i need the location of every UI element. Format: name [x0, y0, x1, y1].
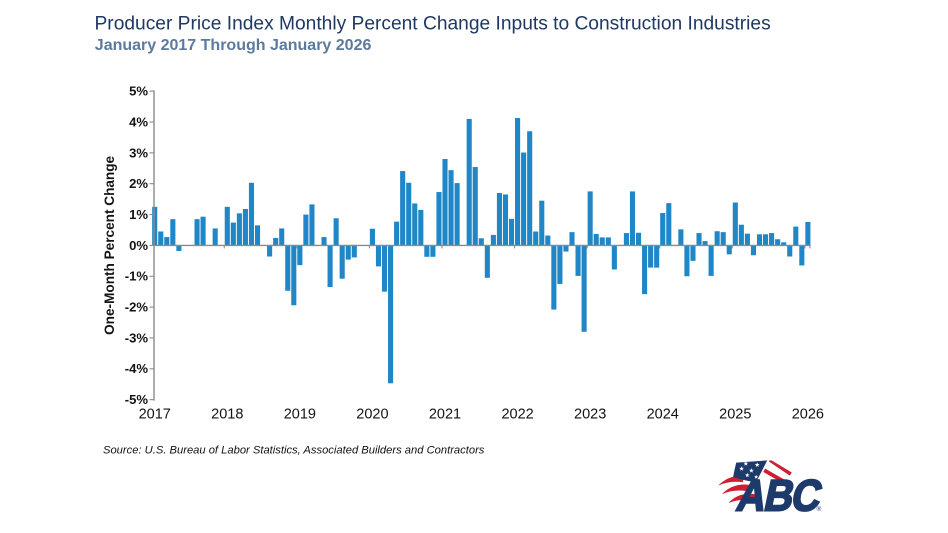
svg-text:4%: 4% — [129, 114, 148, 129]
svg-text:2019: 2019 — [284, 407, 316, 423]
svg-text:1%: 1% — [129, 207, 148, 222]
svg-text:-5%: -5% — [125, 392, 149, 407]
svg-text:3%: 3% — [129, 145, 148, 160]
svg-text:January 2017 Through January 2: January 2017 Through January 2026 — [95, 37, 372, 54]
svg-text:2023: 2023 — [574, 407, 606, 423]
svg-text:®: ® — [817, 505, 822, 513]
svg-text:Producer Price Index Monthly P: Producer Price Index Monthly Percent Cha… — [95, 14, 771, 35]
svg-text:2020: 2020 — [356, 407, 388, 423]
svg-text:-3%: -3% — [125, 330, 149, 345]
svg-text:-1%: -1% — [125, 269, 149, 284]
svg-text:5%: 5% — [129, 84, 148, 99]
svg-text:2018: 2018 — [211, 407, 243, 423]
svg-text:2022: 2022 — [501, 407, 533, 423]
svg-text:-2%: -2% — [125, 300, 149, 315]
svg-text:2024: 2024 — [647, 407, 679, 423]
svg-text:ABC: ABC — [733, 471, 826, 520]
svg-text:0%: 0% — [129, 238, 148, 253]
svg-text:-4%: -4% — [125, 361, 149, 376]
svg-text:2021: 2021 — [429, 407, 461, 423]
svg-text:One-Month Percent Change: One-Month Percent Change — [102, 155, 117, 334]
svg-text:2017: 2017 — [139, 407, 171, 423]
svg-text:2%: 2% — [129, 176, 148, 191]
svg-text:2025: 2025 — [719, 407, 751, 423]
svg-text:Source: U.S. Bureau of Labor S: Source: U.S. Bureau of Labor Statistics,… — [103, 445, 485, 457]
svg-text:2026: 2026 — [792, 407, 824, 423]
